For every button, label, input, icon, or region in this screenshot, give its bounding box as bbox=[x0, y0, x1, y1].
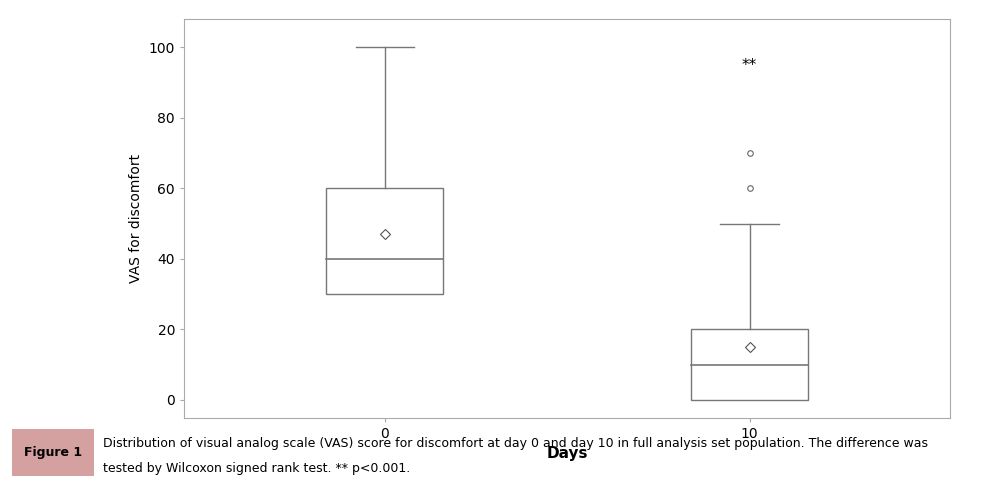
Bar bbox=[326, 189, 442, 294]
Y-axis label: VAS for discomfort: VAS for discomfort bbox=[129, 154, 143, 283]
Text: tested by Wilcoxon signed rank test. ** p<0.001.: tested by Wilcoxon signed rank test. ** … bbox=[103, 462, 411, 475]
Text: Figure 1: Figure 1 bbox=[24, 446, 82, 459]
Bar bbox=[691, 329, 807, 400]
Text: Distribution of visual analog scale (VAS) score for discomfort at day 0 and day : Distribution of visual analog scale (VAS… bbox=[103, 437, 927, 450]
Bar bbox=[12, 429, 93, 476]
Text: **: ** bbox=[742, 58, 756, 72]
X-axis label: Days: Days bbox=[546, 446, 587, 461]
